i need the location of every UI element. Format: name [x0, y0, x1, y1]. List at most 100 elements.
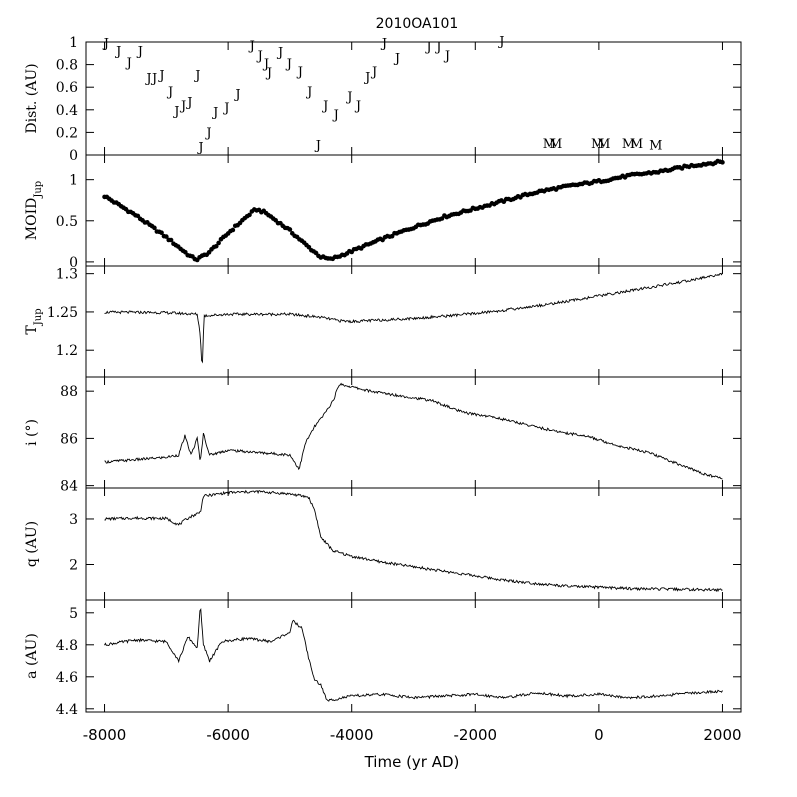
y-tick-label-tjup: 1.3 [56, 267, 78, 283]
y-tick-label-moid: 1 [69, 173, 78, 189]
y-tick-label-a: 4.8 [56, 638, 78, 654]
x-axis-label: Time (yr AD) [364, 753, 460, 771]
encounter-marker-J-26: J [332, 108, 339, 123]
encounter-marker-J-17: J [248, 39, 255, 54]
series-line-inc [104, 382, 723, 480]
encounter-marker-J-23: J [296, 65, 303, 80]
encounter-marker-M-6: M [649, 138, 662, 153]
encounter-marker-J-10: J [185, 95, 192, 110]
encounter-marker-J-3: J [136, 45, 143, 60]
moid-point [720, 160, 725, 165]
moid-point [168, 237, 174, 243]
y-tick-label-inc: 84 [60, 479, 78, 495]
panel-frame-inc [85, 376, 742, 489]
y-tick-label-a: 5 [69, 606, 78, 622]
encounter-marker-M-3: M [597, 137, 610, 152]
moid-point [216, 240, 221, 246]
x-tick-label: -8000 [83, 726, 127, 744]
chart-title: 2010OA101 [376, 16, 459, 32]
encounter-marker-J-29: J [363, 71, 370, 86]
encounter-marker-J-30: J [370, 65, 377, 80]
y-tick-label-dist: 1 [69, 35, 78, 51]
y-tick-label-moid: 0.5 [56, 214, 78, 230]
y-axis-label-a: a (AU) [24, 633, 40, 679]
y-tick-label-dist: 0 [69, 148, 78, 164]
y-tick-label-inc: 88 [60, 384, 78, 400]
encounter-marker-J-20: J [265, 66, 272, 81]
y-tick-label-tjup: 1.2 [56, 343, 78, 359]
encounter-marker-J-12: J [196, 141, 203, 156]
x-tick-label: -6000 [206, 726, 250, 744]
encounter-marker-J-11: J [193, 68, 200, 83]
encounter-marker-J-7: J [166, 85, 173, 100]
encounter-marker-J-22: J [285, 57, 292, 72]
panel-inc: 84 86 88 i (°) [24, 376, 742, 495]
x-tick-label: -4000 [330, 726, 374, 744]
y-axis-label-dist: Dist. (AU) [24, 63, 40, 133]
encounter-marker-J-25: J [321, 99, 328, 114]
series-line-tjup [104, 272, 723, 364]
encounter-marker-J-5: J [150, 72, 157, 87]
x-tick-label: -2000 [453, 726, 497, 744]
encounter-marker-J-33: J [424, 40, 431, 55]
y-tick-label-q: 3 [69, 512, 78, 528]
moid-point [230, 227, 236, 233]
encounter-marker-J-18: J [256, 49, 263, 64]
encounter-marker-J-2: J [125, 56, 132, 71]
encounter-marker-J-19: J [262, 57, 269, 72]
moid-point [213, 243, 219, 249]
encounter-marker-M-5: M [630, 137, 643, 152]
encounter-marker-J-0: J [102, 37, 109, 52]
y-tick-label-a: 4.6 [56, 670, 78, 686]
encounter-marker-J-9: J [179, 99, 186, 114]
y-tick-label-dist: 0.6 [56, 80, 78, 96]
panel-tjup: 1.2 1.25 1.3 TJup [24, 265, 742, 378]
panel-frame-q [85, 487, 742, 601]
encounter-marker-J-15: J [222, 101, 229, 116]
series-line-q [104, 489, 723, 593]
encounter-marker-J-4: J [144, 72, 151, 87]
encounter-marker-J-1: J [114, 45, 121, 60]
encounter-marker-J-27: J [345, 90, 352, 105]
y-tick-label-inc: 86 [60, 431, 78, 447]
y-tick-label-moid: 0 [69, 255, 78, 271]
encounter-marker-J-24: J [305, 85, 312, 100]
panel-q: 2 3 q (AU) [24, 487, 742, 601]
moid-point [164, 234, 169, 239]
encounter-marker-J-28: J [354, 99, 361, 114]
y-axis-label-q: q (AU) [24, 521, 40, 567]
encounter-marker-M-4: M [622, 137, 635, 152]
encounter-marker-J-8: J [172, 104, 179, 119]
y-axis-label-tjup: TJup [24, 308, 44, 334]
y-tick-label-dist: 0.8 [56, 58, 78, 74]
encounter-marker-M-2: M [591, 137, 604, 152]
encounter-marker-J-13: J [204, 126, 211, 141]
moid-point [247, 212, 252, 218]
panel-frame-a [85, 599, 742, 713]
panel-frame-tjup [85, 265, 742, 378]
encounter-marker-J-31: J [380, 37, 387, 52]
x-tick-label: 2000 [703, 726, 741, 744]
encounter-marker-J-34: J [434, 40, 441, 55]
panel-a: 4.4 4.6 4.8 5 a (AU) [24, 599, 742, 718]
encounter-marker-J-6: J [157, 68, 164, 83]
encounter-marker-J-35: J [443, 49, 450, 64]
y-axis-label-inc: i (°) [24, 419, 40, 446]
encounter-marker-J-14: J [211, 106, 218, 121]
encounter-marker-J-16: J [233, 88, 240, 103]
moid-point [159, 230, 164, 236]
encounter-marker-J-37: J [497, 34, 504, 49]
encounter-marker-J-32: J [393, 51, 400, 66]
panel-moid: 0 0.5 1 MOIDJup [24, 154, 742, 271]
y-tick-label-tjup: 1.25 [47, 305, 78, 321]
encounter-marker-M-0: M [543, 137, 556, 152]
x-tick-label: 0 [594, 726, 604, 744]
y-tick-label-dist: 0.4 [56, 103, 78, 119]
series-line-a [104, 608, 723, 702]
moid-point [287, 227, 293, 232]
y-tick-label-q: 2 [69, 557, 78, 573]
y-axis-label-moid: MOIDJup [24, 181, 44, 240]
